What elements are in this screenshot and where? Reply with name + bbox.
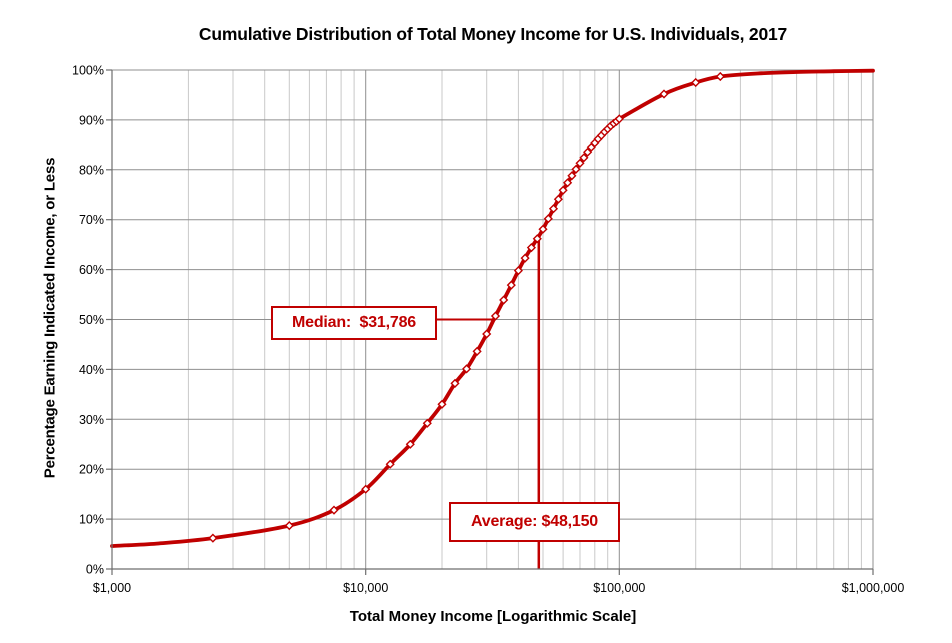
data-point-marker [532,234,542,244]
x-tick-label: $1,000 [93,581,131,595]
x-tick-label: $10,000 [343,581,388,595]
data-point-marker [567,171,577,181]
data-point-marker [538,224,548,234]
data-point-marker [405,439,415,449]
data-point-marker [548,204,559,214]
data-point-marker [385,459,395,469]
data-point-marker [659,89,669,99]
data-point-marker [284,521,294,531]
x-axis-title: Total Money Income [Logarithmic Scale] [349,608,637,625]
data-point-marker [450,378,460,388]
data-point-marker [422,418,432,428]
median-callout: Median: $31,786 [271,306,437,340]
data-point-marker [482,329,492,339]
y-tick-label: 10% [79,513,104,527]
data-point-marker [715,71,725,82]
chart-title: Cumulative Distribution of Total Money I… [198,24,788,44]
data-point-marker [462,364,472,374]
data-point-marker [575,158,585,168]
y-tick-label: 80% [79,163,104,177]
x-tick-label: $1,000,000 [842,581,905,595]
data-point-marker [571,164,581,174]
data-point-marker [499,295,509,305]
data-point-marker [543,214,553,224]
data-point-marker [563,178,573,188]
data-point-marker [553,194,563,204]
data-point-marker [208,533,218,543]
y-tick-label: 100% [72,64,104,78]
y-tick-label: 30% [79,413,104,427]
cumulative-distribution-curve [110,68,875,548]
y-tick-label: 60% [79,263,104,277]
y-tick-label: 0% [86,563,104,577]
y-tick-label: 50% [79,313,104,327]
y-tick-label: 20% [79,463,104,477]
data-point-marker [583,147,593,157]
data-point-marker [614,114,624,124]
data-point-marker [472,346,482,356]
data-point-marker [490,311,501,321]
data-point-marker [520,253,530,263]
data-point-marker [579,153,589,163]
y-axis-title: Percentage Earning Indicated Income, or … [41,157,59,479]
data-point-marker [506,280,516,290]
data-point-marker [558,185,568,195]
y-tick-label: 40% [79,363,104,377]
x-tick-label: $100,000 [593,581,645,595]
data-point-marker [513,266,523,276]
data-point-marker [526,243,536,253]
data-point-marker [361,484,371,494]
average-callout: Average: $48,150 [449,502,620,542]
y-tick-label: 70% [79,213,104,227]
data-point-marker [329,505,339,515]
data-point-marker [437,399,447,409]
y-tick-label: 90% [79,113,104,127]
data-point-marker [691,77,701,88]
